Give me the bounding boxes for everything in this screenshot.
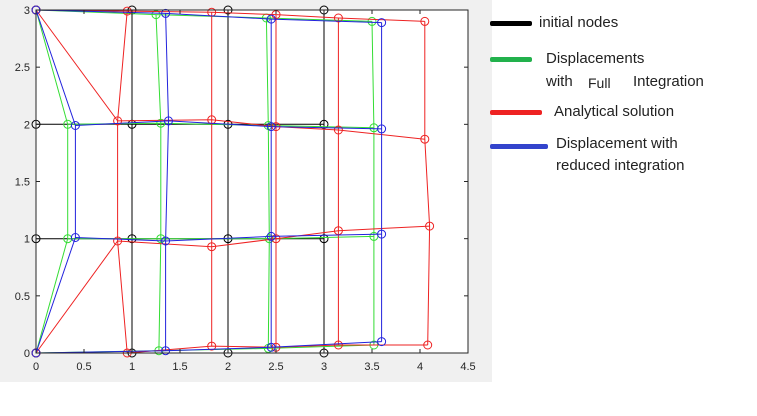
- legend-line-reduced: [490, 144, 548, 149]
- legend-label-reduced-2: reduced integration: [556, 157, 685, 174]
- series-analytical-point: [333, 340, 343, 350]
- series-reduced-point: [70, 121, 80, 130]
- x-tick-label: 0.5: [76, 361, 91, 373]
- x-tick-label: 1: [129, 361, 135, 373]
- series-analytical-row-1: [35, 225, 430, 354]
- series-reduced-point: [266, 231, 276, 241]
- series-reduced-row-1: [75, 233, 382, 242]
- series-analytical-point: [207, 242, 217, 252]
- series-full-point: [367, 16, 377, 26]
- series-reduced-col-0: [35, 9, 76, 354]
- legend-label-initial: initial nodes: [539, 14, 619, 31]
- x-tick-label: 3.5: [364, 361, 379, 373]
- series-reduced-point: [161, 236, 171, 246]
- legend-label-full-2c: Integration: [633, 73, 704, 90]
- series-reduced-point: [377, 229, 387, 239]
- series-initial-point: [319, 234, 329, 244]
- y-tick-label: 1: [24, 234, 30, 246]
- series-reduced-point: [377, 337, 387, 347]
- series-reduced-point: [266, 342, 276, 352]
- series-reduced-point: [161, 346, 171, 356]
- series-reduced-point: [266, 122, 276, 132]
- series-full-col-0: [35, 9, 69, 354]
- series-full-point: [156, 234, 166, 244]
- legend-label-analytical: Analytical solution: [554, 103, 675, 120]
- series-analytical-point: [423, 340, 433, 350]
- series-analytical-row-3: [35, 9, 425, 22]
- series-reduced-point: [377, 18, 387, 28]
- y-tick-label: 1.5: [15, 177, 30, 189]
- series-analytical-point: [420, 134, 430, 144]
- plot-figure: 0 0.5 1 1.5 2 2.5 3 3.5 4 4.5 0 0.5 1 1.5 2 2.5 3: [0, 0, 492, 382]
- x-tick-label: 3: [321, 361, 327, 373]
- series-reduced-row-2: [75, 120, 382, 130]
- plot-area: [36, 10, 468, 353]
- series-full-col-1: [155, 14, 162, 351]
- x-tick-label: 2: [225, 361, 231, 373]
- series-analytical-point: [333, 13, 343, 23]
- y-tick-label: 2: [24, 119, 30, 131]
- series-analytical-point: [425, 221, 435, 231]
- series-reduced-point: [377, 124, 387, 134]
- series-analytical-point: [113, 236, 123, 246]
- legend: initial nodes Displacements with Full In…: [482, 0, 757, 200]
- chart-canvas: 0 0.5 1 1.5 2 2.5 3 3.5 4 4.5 0 0.5 1 1.5 2 2.5 3: [15, 5, 476, 373]
- series-reduced-point: [70, 233, 80, 242]
- legend-line-full: [490, 57, 532, 62]
- series-reduced-row-3: [35, 9, 382, 24]
- series-analytical-row-2: [35, 9, 425, 140]
- series-reduced-row-0: [35, 341, 382, 354]
- series-full-col-2: [265, 17, 270, 349]
- series-reduced-col-1: [165, 13, 170, 351]
- series-analytical-point: [207, 115, 217, 125]
- legend-label-full-2a: with: [546, 73, 573, 90]
- series-analytical-point: [113, 116, 123, 126]
- x-tick-label: 2.5: [268, 361, 283, 373]
- x-tick-label: 4.5: [460, 361, 475, 373]
- x-tick-label: 4: [417, 361, 423, 373]
- legend-line-initial: [490, 21, 532, 26]
- x-tick-label: 1.5: [172, 361, 187, 373]
- series-reduced-point: [161, 8, 171, 18]
- legend-line-analytical: [490, 110, 542, 115]
- series-full-point: [151, 10, 161, 20]
- legend-label-full-2b: Full: [588, 75, 611, 91]
- series-analytical-col-5: [424, 21, 431, 346]
- series-analytical-point: [271, 234, 281, 244]
- series-initial-point: [319, 119, 329, 129]
- series-full-col-3: [371, 21, 375, 345]
- y-tick-label: 2.5: [15, 62, 30, 74]
- y-tick-label: 3: [24, 5, 30, 17]
- series-analytical-point: [333, 125, 343, 135]
- series-analytical-col-1: [117, 11, 128, 354]
- series-reduced-point: [266, 14, 276, 24]
- series-analytical-point: [420, 16, 430, 26]
- series-analytical-point: [207, 341, 217, 351]
- legend-label-reduced-1: Displacement with: [556, 135, 678, 152]
- series-reduced-point: [164, 116, 173, 126]
- series-analytical-point: [122, 6, 132, 16]
- legend-label-full-1: Displacements: [546, 50, 645, 67]
- x-tick-label: 0: [33, 361, 39, 373]
- y-tick-label: 0.5: [15, 291, 30, 303]
- y-tick-label: 0: [24, 348, 30, 360]
